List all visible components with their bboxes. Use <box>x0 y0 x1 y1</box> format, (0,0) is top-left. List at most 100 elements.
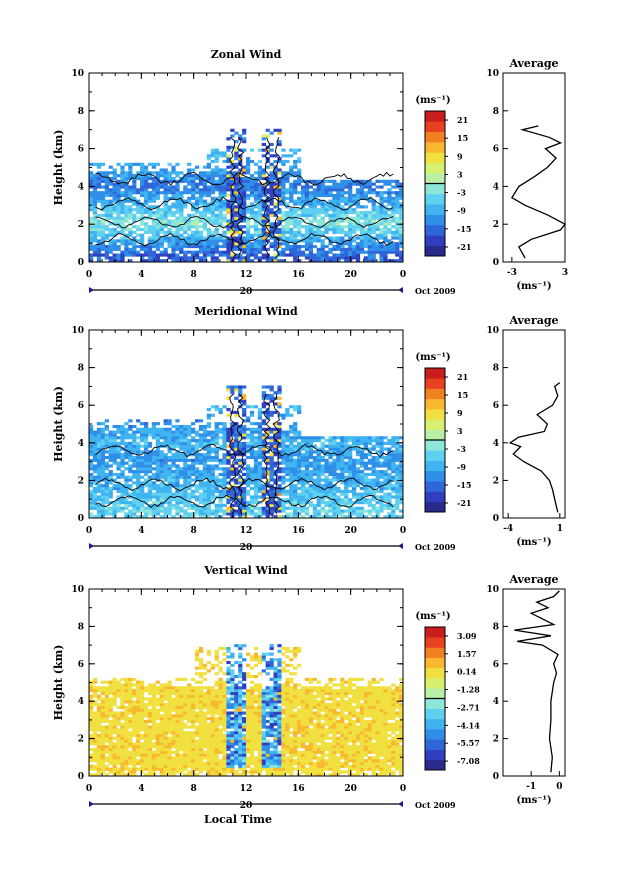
heatmap-cell <box>297 495 302 499</box>
heatmap-cell <box>151 196 157 200</box>
heatmap-cell <box>167 236 172 240</box>
heatmap-cell <box>128 455 133 460</box>
heatmap-cell <box>194 191 200 195</box>
heatmap-cell <box>261 225 266 229</box>
heatmap-cell <box>332 447 337 451</box>
heatmap-cell <box>194 216 200 220</box>
heatmap-cell <box>124 461 129 465</box>
heatmap-cell <box>108 689 113 693</box>
heatmap-cell <box>355 444 361 448</box>
heatmap-cell <box>92 193 98 198</box>
heatmap-cell <box>277 509 282 513</box>
heatmap-cell <box>375 509 380 513</box>
heatmap-cell <box>132 436 137 440</box>
heatmap-cell <box>293 509 298 513</box>
heatmap-cell <box>151 467 157 471</box>
heatmap-cell <box>246 489 251 493</box>
heatmap-cell <box>249 244 255 249</box>
heatmap-cell <box>277 196 282 200</box>
heatmap-cell <box>387 227 392 232</box>
heatmap-cell <box>167 222 172 226</box>
heatmap-cell <box>312 492 317 496</box>
heatmap-cell <box>155 470 160 474</box>
heatmap-cell <box>316 250 321 254</box>
heatmap-cell <box>198 515 204 519</box>
heatmap-cell <box>96 427 102 431</box>
heatmap-cell <box>92 725 98 729</box>
heatmap-cell <box>198 259 204 263</box>
heatmap-cell <box>92 464 98 468</box>
heatmap-cell <box>92 750 98 754</box>
heatmap-cell <box>100 439 106 443</box>
heatmap-cell <box>214 455 219 460</box>
heatmap-cell <box>218 250 223 254</box>
heatmap-cell <box>191 208 196 212</box>
heatmap-cell <box>395 205 400 209</box>
heatmap-cell <box>238 509 243 513</box>
heatmap-cell <box>226 247 231 251</box>
heatmap-cell <box>312 439 317 443</box>
heatmap-cell <box>387 515 392 519</box>
heatmap-cell <box>355 219 361 223</box>
heatmap-cell <box>277 470 282 474</box>
heatmap-cell <box>163 436 168 440</box>
heatmap-cell <box>104 202 109 206</box>
heatmap-cell <box>108 259 113 263</box>
heatmap-cell <box>387 512 392 516</box>
heatmap-cell <box>187 219 192 223</box>
heatmap-cell <box>175 512 180 516</box>
heatmap-cell <box>187 441 192 445</box>
heatmap-cell <box>128 165 133 169</box>
heatmap-cell <box>242 478 247 482</box>
heatmap-cell <box>124 725 129 729</box>
heatmap-cell <box>281 489 286 493</box>
heatmap-cell <box>171 230 176 234</box>
heatmap-cell <box>214 430 219 434</box>
heatmap-cell <box>336 253 341 257</box>
heatmap-cell <box>257 259 263 263</box>
heatmap-cell <box>234 436 239 440</box>
heatmap-cell <box>379 227 384 232</box>
heatmap-cell <box>194 233 200 237</box>
heatmap-cell <box>198 230 204 234</box>
heatmap-cell <box>92 202 98 206</box>
heatmap-cell <box>242 244 247 249</box>
heatmap-cell <box>222 208 227 212</box>
heatmap-cell <box>387 239 392 243</box>
heatmap-cell <box>395 216 400 220</box>
heatmap-cell <box>308 503 314 508</box>
heatmap-cell <box>355 242 361 246</box>
heatmap-cell <box>159 509 164 513</box>
heatmap-cell <box>293 447 298 451</box>
heatmap-cell <box>89 208 94 212</box>
heatmap-cell <box>143 444 149 448</box>
heatmap-cell <box>159 210 164 215</box>
heatmap-cell <box>344 436 349 440</box>
heatmap-cell <box>179 453 184 457</box>
heatmap-cell <box>183 455 188 460</box>
heatmap-cell <box>96 219 102 223</box>
heatmap-cell <box>261 253 266 257</box>
x-tick-label: 16 <box>292 270 305 280</box>
y-axis-label: Height (km) <box>52 130 65 206</box>
heatmap-cell <box>289 436 294 440</box>
average-y-tick-label: 8 <box>493 364 499 374</box>
heatmap-cell <box>167 436 172 440</box>
heatmap-cell <box>320 489 325 493</box>
heatmap-cell <box>198 475 204 479</box>
colorbar-swatch <box>425 214 445 226</box>
heatmap-cell <box>100 205 106 209</box>
heatmap-cell <box>92 439 98 443</box>
heatmap-cell <box>340 450 345 454</box>
heatmap-cell <box>226 250 231 254</box>
heatmap-cell <box>308 239 314 243</box>
heatmap-cell <box>359 486 365 491</box>
heatmap-cell <box>328 239 333 243</box>
heatmap-cell <box>194 458 200 462</box>
heatmap-cell <box>253 464 259 468</box>
heatmap-cell <box>336 467 341 471</box>
heatmap-cell <box>297 501 302 505</box>
heatmap-cell <box>132 208 137 212</box>
heatmap-cell <box>281 498 286 502</box>
heatmap-cell <box>230 470 235 474</box>
